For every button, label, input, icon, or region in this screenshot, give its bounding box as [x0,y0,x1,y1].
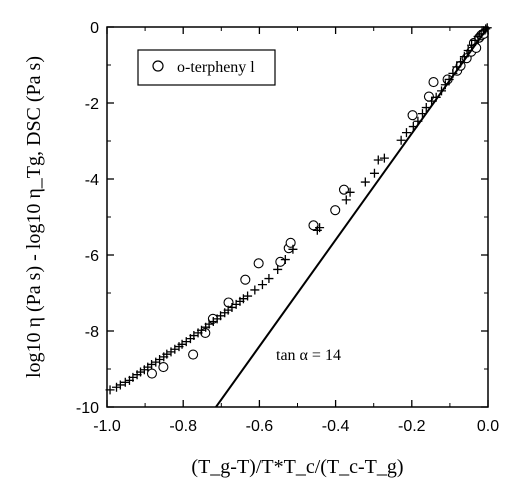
plus-point [120,377,130,387]
y-tick-label: -8 [85,324,99,341]
plus-point [360,177,370,187]
y-axis-title: log10 η (Pa s) - log10 η_Tg, DSC (Pa s) [23,56,45,378]
y-tick-label: -4 [85,172,99,189]
plus-point [345,187,355,197]
plus-point [396,135,406,145]
axis-ticks: -1.0 -0.8 -0.6 -0.4 -0.2 0.0 -10 -8 -6 -4 -2 0 [76,20,499,435]
circle-point [146,368,158,379]
x-tick-label: -0.4 [322,418,350,435]
circle-point [188,349,199,360]
plus-point [112,382,122,392]
plus-point [273,264,283,274]
plus-point [136,367,146,377]
plus-point [115,380,125,390]
x-tick-label: -0.8 [169,418,197,435]
circle-point [407,110,418,121]
plus-point [147,359,157,369]
plus-point [288,244,298,254]
legend: o-terpheny l [137,49,276,86]
plus-point [401,128,411,138]
plus-point [162,349,172,359]
circle-point [253,258,264,269]
plus-point [264,274,274,284]
slope-annotation: tan α = 14 [276,347,341,364]
legend-circle-marker [152,60,164,72]
circle-point [308,220,319,231]
y-tick-label: -6 [85,248,99,265]
plus-point [379,153,389,163]
y-tick-label: -2 [85,96,99,113]
chart-marks [105,23,492,407]
y-tick-label: 0 [90,20,99,37]
reference-line [215,27,488,407]
y-tick-label: -10 [76,400,99,417]
x-tick-label: -0.2 [398,418,426,435]
x-tick-label: -1.0 [93,418,121,435]
circle-point [240,274,251,285]
legend-label: o-terpheny l [177,59,255,76]
plus-point [250,285,260,295]
plus-point [257,280,267,290]
plus-point [373,155,383,165]
x-tick-label: -0.6 [246,418,274,435]
circle-point [428,77,439,88]
plus-point [243,291,253,301]
plus-point [369,168,379,178]
x-axis-title: (T_g-T)/T*T_c/(T_c-T_g) [191,456,403,478]
plus-point [341,195,351,205]
x-tick-label: 0.0 [477,418,499,435]
legend-box [137,49,276,86]
circle-point [158,362,169,373]
circle-point [330,205,341,216]
circle-point [285,237,296,248]
plus-point [280,255,290,265]
plus-point [315,223,325,233]
